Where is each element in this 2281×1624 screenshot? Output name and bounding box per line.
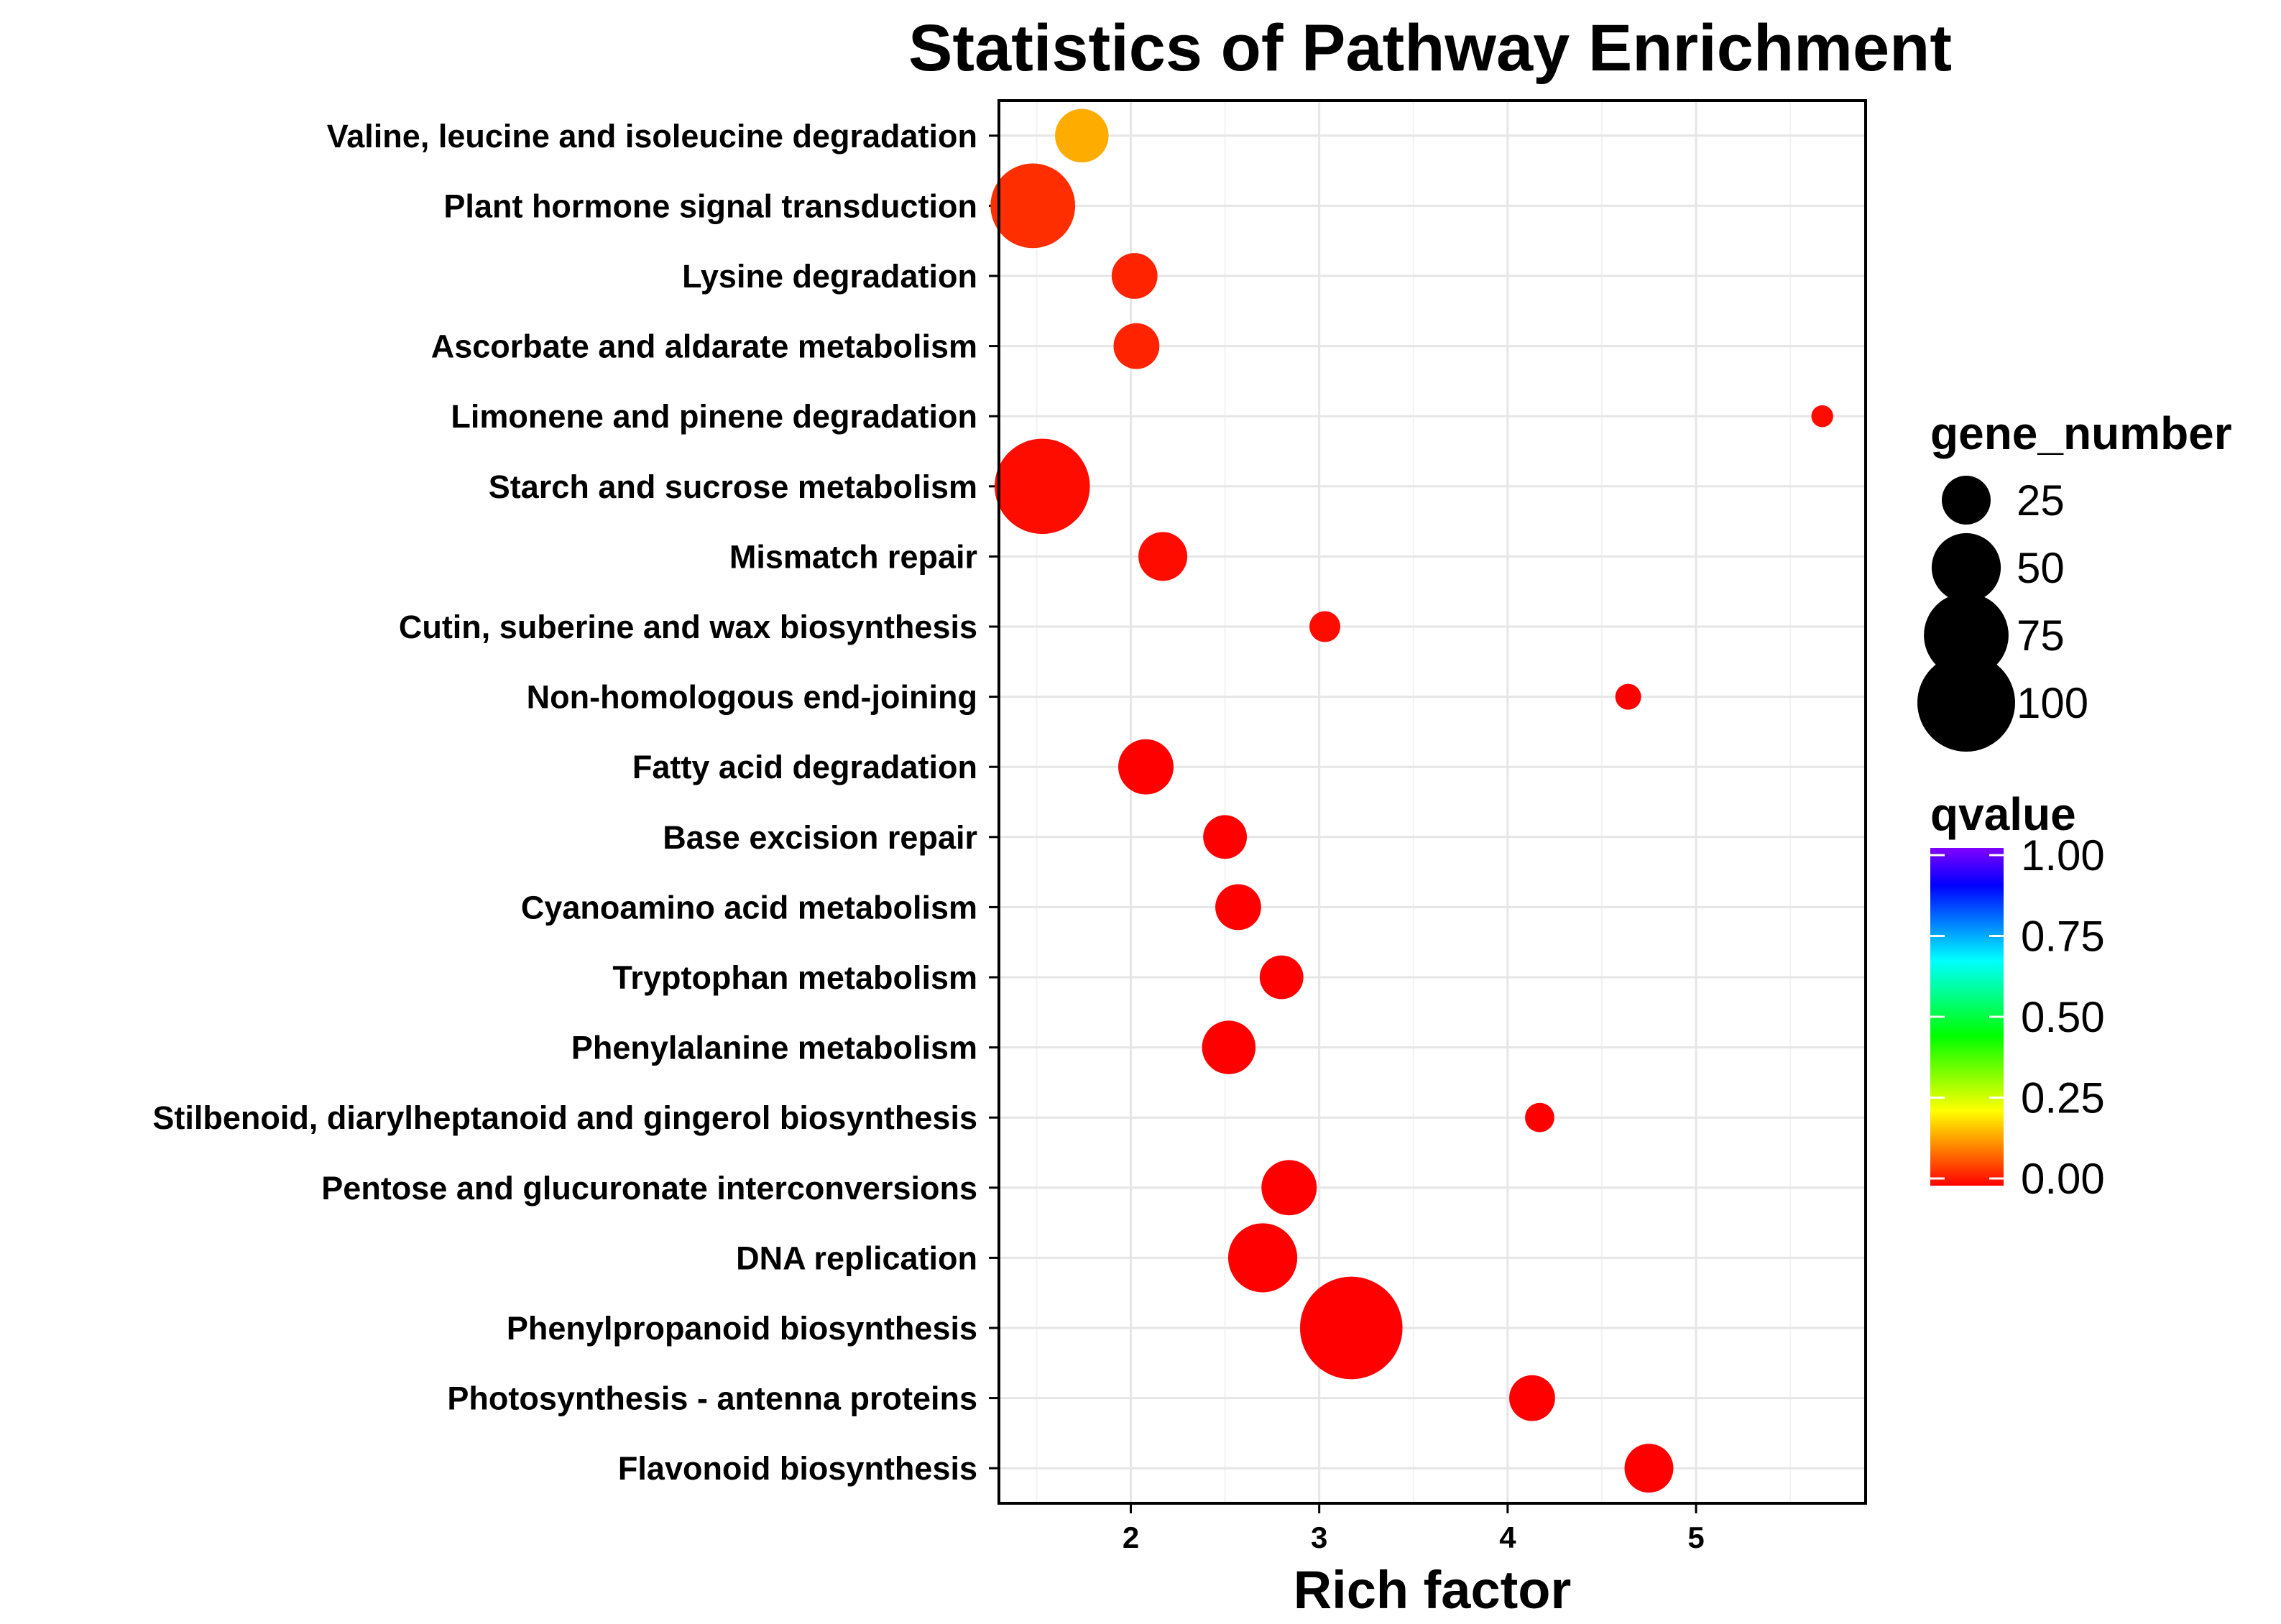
y-category-label: Plant hormone signal transduction <box>443 188 977 224</box>
y-category-label: Limonene and pinene degradation <box>451 398 977 435</box>
data-point <box>1215 884 1261 931</box>
y-category-label: Mismatch repair <box>729 538 977 575</box>
plot-background <box>999 101 1866 1503</box>
y-category-label: Phenylpropanoid biosynthesis <box>507 1310 977 1347</box>
data-point <box>1259 955 1304 1000</box>
y-category-label: Flavonoid biosynthesis <box>618 1450 977 1487</box>
y-category-label: Valine, leucine and isoleucine degradati… <box>327 118 977 154</box>
x-tick-label: 2 <box>1123 1521 1139 1554</box>
x-axis-title: Rich factor <box>1294 1560 1572 1620</box>
data-point <box>1509 1375 1555 1421</box>
data-point <box>1227 1223 1298 1293</box>
y-category-label: Starch and sucrose metabolism <box>489 469 977 505</box>
y-category-label: Fatty acid degradation <box>632 749 977 785</box>
size-legend-key <box>1917 654 2015 752</box>
data-point <box>1525 1102 1554 1132</box>
y-category-label: Pentose and glucuronate interconversions <box>321 1170 977 1207</box>
y-category-label: Base excision repair <box>663 819 977 856</box>
data-point <box>1261 1160 1317 1216</box>
size-legend-title: gene_number <box>1930 407 2232 459</box>
color-legend-label: 0.00 <box>2021 1155 2105 1203</box>
x-tick-label: 3 <box>1311 1521 1327 1554</box>
size-legend-label: 100 <box>2017 679 2088 727</box>
y-category-label: Photosynthesis - antenna proteins <box>447 1380 977 1417</box>
grid <box>999 101 1866 1503</box>
y-category-label: Non-homologous end-joining <box>527 679 977 716</box>
plot-panel-border <box>997 99 1867 1505</box>
y-category-label: Stilbenoid, diarylheptanoid and gingerol… <box>152 1099 977 1136</box>
color-legend-title: qvalue <box>1930 788 2076 840</box>
y-axis: Valine, leucine and isoleucine degradati… <box>152 118 999 1487</box>
size-legend-label: 25 <box>2017 476 2065 525</box>
data-point <box>1309 611 1341 642</box>
x-tick-label: 5 <box>1687 1521 1704 1554</box>
y-category-label: Lysine degradation <box>682 258 977 295</box>
data-point <box>995 438 1090 535</box>
chart-title: Statistics of Pathway Enrichment <box>908 11 1952 85</box>
y-category-label: Ascorbate and aldarate metabolism <box>431 328 977 365</box>
data-point <box>1111 253 1158 299</box>
y-category-label: Cyanoamino acid metabolism <box>521 889 977 926</box>
data-point <box>1138 532 1188 581</box>
x-tick-label: 4 <box>1499 1521 1516 1554</box>
color-legend-label: 0.25 <box>2021 1074 2105 1122</box>
x-axis: 2 3 4 5 <box>1123 1503 1705 1554</box>
y-category-label: Phenylalanine metabolism <box>571 1030 977 1066</box>
size-legend: gene_number 25 50 75 100 <box>1917 407 2232 752</box>
data-point <box>1624 1444 1674 1493</box>
data-point <box>1203 815 1248 859</box>
color-legend-label: 0.50 <box>2021 993 2105 1041</box>
data-points <box>990 109 1833 1493</box>
data-point <box>1811 405 1833 428</box>
color-legend-label: 1.00 <box>2021 831 2105 880</box>
size-legend-label: 75 <box>2017 612 2065 660</box>
color-legend-label: 0.75 <box>2021 913 2105 961</box>
data-point <box>1615 683 1641 710</box>
y-category-label: DNA replication <box>736 1240 977 1276</box>
data-point <box>1202 1020 1256 1074</box>
data-point <box>1113 323 1160 369</box>
size-legend-key <box>1931 532 2001 603</box>
data-point <box>1118 739 1174 795</box>
data-point <box>1299 1276 1403 1380</box>
size-legend-key <box>1924 593 2009 678</box>
data-point <box>990 163 1076 249</box>
size-legend-key <box>1942 476 1991 525</box>
y-category-label: Tryptophan metabolism <box>612 959 977 996</box>
y-category-label: Cutin, suberine and wax biosynthesis <box>399 609 977 645</box>
color-legend: qvalue 1.00 0.75 0.50 0.25 0.00 <box>1930 788 2105 1203</box>
data-point <box>1055 109 1109 163</box>
size-legend-label: 50 <box>2017 544 2065 592</box>
